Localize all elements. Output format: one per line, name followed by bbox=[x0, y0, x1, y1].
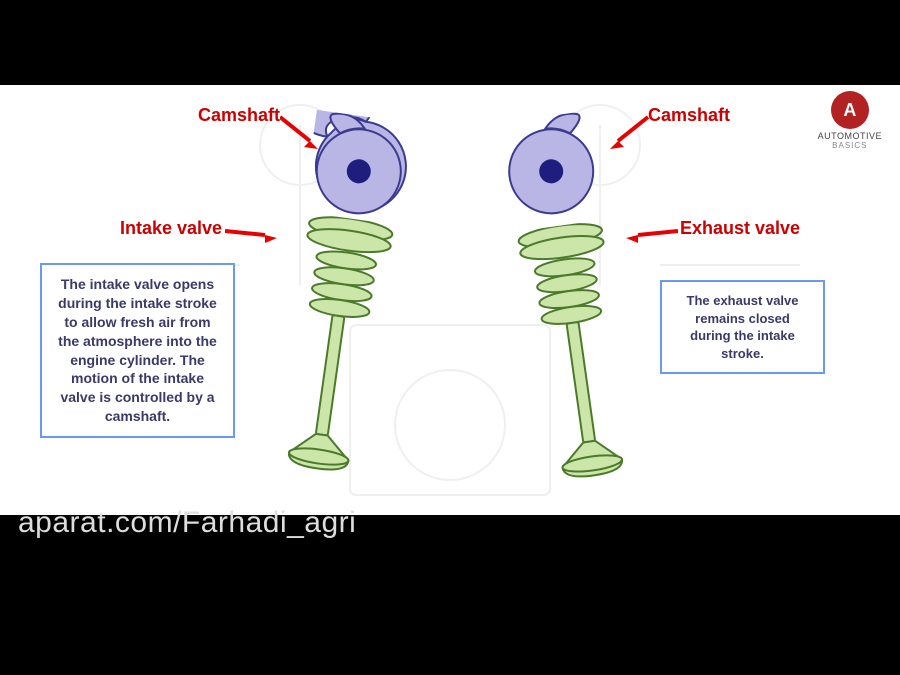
exhaust-description-box: The exhaust valve remains closed during … bbox=[660, 280, 825, 374]
label-camshaft-right: Camshaft bbox=[648, 105, 730, 126]
exhaust-valve bbox=[509, 219, 644, 490]
logo-line2: BASICS bbox=[818, 141, 882, 150]
diagram-canvas: Camshaft Camshaft Intake valve Exhaust v… bbox=[0, 85, 900, 515]
camshaft-right bbox=[494, 110, 607, 223]
logo-line1: AUTOMOTIVE bbox=[818, 131, 882, 141]
intake-valve bbox=[266, 212, 401, 483]
brand-logo: A AUTOMOTIVE BASICS bbox=[818, 91, 882, 150]
exhaust-assembly bbox=[445, 103, 696, 507]
arrow-camshaft-right bbox=[600, 113, 650, 153]
arrow-exhaust-valve bbox=[618, 221, 678, 245]
intake-description-box: The intake valve opens during the intake… bbox=[40, 263, 235, 438]
logo-icon: A bbox=[831, 91, 869, 129]
arrow-intake-valve bbox=[225, 221, 285, 245]
intake-assembly bbox=[215, 103, 466, 507]
label-camshaft-left: Camshaft bbox=[198, 105, 280, 126]
watermark-text: aparat.com/Farhadi_agri bbox=[18, 506, 356, 540]
label-exhaust-valve: Exhaust valve bbox=[680, 218, 800, 239]
label-intake-valve: Intake valve bbox=[120, 218, 222, 239]
arrow-camshaft-left bbox=[280, 113, 330, 153]
